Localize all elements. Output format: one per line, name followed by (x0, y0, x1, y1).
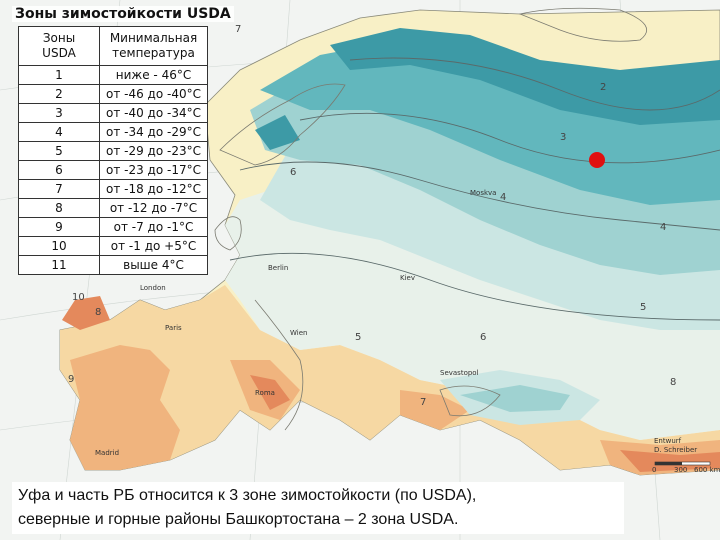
zone-label: 5 (355, 332, 361, 343)
usda-zone-table: Зоны USDA Минимальная температура 1 ниже … (18, 26, 208, 275)
caption-line: Уфа и часть РБ относится к 3 зоне зимост… (18, 487, 477, 504)
city-label: Sevastopol (440, 369, 479, 377)
zone-cell: 1 (18, 65, 100, 85)
zone-isolines (229, 57, 720, 321)
table-row: 1 ниже - 46°С (18, 65, 208, 85)
city-label: Paris (165, 324, 182, 332)
zone-cell: 9 (18, 217, 100, 237)
land-zone4 (250, 70, 720, 412)
zone-label: 8 (670, 377, 676, 388)
zone-cell: 2 (18, 84, 100, 104)
zone-label: 2 (600, 82, 606, 93)
table-row: 2 от -46 до -40°С (18, 84, 208, 104)
zone-label: 4 (500, 192, 506, 203)
ufa-location-marker (589, 152, 605, 168)
caption-box: Уфа и часть РБ относится к 3 зоне зимост… (12, 482, 624, 534)
temp-cell: от -12 до -7°С (99, 198, 208, 218)
temp-cell: от -46 до -40°С (99, 84, 208, 104)
city-label: Madrid (95, 449, 119, 457)
scale-bar: 0 300 600 km (652, 461, 720, 474)
table-row: 5 от -29 до -23°С (18, 141, 208, 161)
table-row: 9 от -7 до -1°С (18, 217, 208, 237)
zone-cell: 8 (18, 198, 100, 218)
caption-line: северные и горные районы Башкортостана –… (18, 511, 459, 528)
zone-cell: 11 (18, 255, 100, 275)
map-credit: Entwurf (654, 437, 682, 445)
coastlines (214, 7, 647, 431)
header-temperature: Минимальная температура (99, 26, 208, 66)
table-row: 10 от -1 до +5°С (18, 236, 208, 256)
land-zone8 (60, 285, 720, 475)
scale-label: 600 km (694, 466, 720, 474)
zone-cell: 5 (18, 141, 100, 161)
temp-cell: от -7 до -1°С (99, 217, 208, 237)
temp-cell: от -1 до +5°С (99, 236, 208, 256)
temp-cell: от -40 до -34°С (99, 103, 208, 123)
table-header-row: Зоны USDA Минимальная температура (18, 26, 208, 66)
temp-cell: от -23 до -17°С (99, 160, 208, 180)
city-label: London (140, 284, 166, 292)
land-zone10 (62, 296, 720, 472)
scale-label: 0 (652, 466, 656, 474)
zone-cell: 6 (18, 160, 100, 180)
city-labels: Madrid Paris London Berlin Wien Roma Mos… (95, 189, 496, 457)
zone-cell: 4 (18, 122, 100, 142)
header-zone-sub: USDA (42, 46, 76, 60)
table-row: 6 от -23 до -17°С (18, 160, 208, 180)
table-row: 4 от -34 до -29°С (18, 122, 208, 142)
zone-label: 10 (72, 292, 85, 303)
table-row: 7 от -18 до -12°С (18, 179, 208, 199)
city-label: Roma (255, 389, 275, 397)
zone-cell: 10 (18, 236, 100, 256)
temp-cell: от -29 до -23°С (99, 141, 208, 161)
land-zone5 (260, 120, 720, 425)
zone-label: 8 (95, 307, 101, 318)
table-row: 8 от -12 до -7°С (18, 198, 208, 218)
table-row: 11 выше 4°С (18, 255, 208, 275)
city-label: Berlin (268, 264, 288, 272)
map-credit: D. Schreiber (654, 446, 697, 454)
header-temp-sub: температура (112, 46, 195, 60)
zone-cell: 7 (18, 179, 100, 199)
temp-cell: выше 4°С (99, 255, 208, 275)
zone-cell: 3 (18, 103, 100, 123)
temp-cell: от -34 до -29°С (99, 122, 208, 142)
header-temp-label: Минимальная (109, 31, 198, 45)
zone-number-labels: 7 6 5 4 3 2 8 9 10 7 6 5 4 8 (68, 24, 676, 408)
header-zone: Зоны USDA (18, 26, 100, 66)
table-row: 3 от -40 до -34°С (18, 103, 208, 123)
zone-label: 5 (640, 302, 646, 313)
land-zone6 (225, 180, 720, 440)
city-label: Moskva (470, 189, 496, 197)
scale-label: 300 (674, 466, 687, 474)
zone-label: 7 (420, 397, 426, 408)
zone-label: 9 (68, 374, 74, 385)
city-label: Wien (290, 329, 307, 337)
zone-label: 3 (560, 132, 566, 143)
temp-cell: ниже - 46°С (99, 65, 208, 85)
temp-cell: от -18 до -12°С (99, 179, 208, 199)
city-label: Kiev (400, 274, 415, 282)
zone-label: 6 (480, 332, 486, 343)
zone-label: 7 (235, 24, 241, 35)
map-title: Зоны зимостойкости USDA (12, 6, 234, 22)
zone-label: 6 (290, 167, 296, 178)
header-zone-label: Зоны (42, 31, 76, 45)
zone-label: 4 (660, 222, 666, 233)
land-zone3 (260, 40, 720, 205)
